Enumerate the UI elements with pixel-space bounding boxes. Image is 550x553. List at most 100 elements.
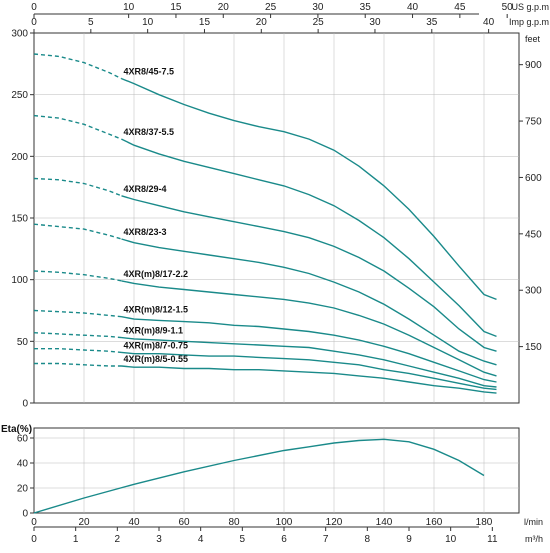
y-right-tick-label: 450: [525, 229, 542, 240]
top-us-unit: US g.p.m: [511, 2, 549, 12]
top-us-tick-label: 25: [265, 2, 277, 13]
x-lmin-tick-label: 120: [326, 517, 343, 528]
y-left-tick-label: 250: [11, 90, 28, 101]
eta-tick-label: 60: [17, 434, 29, 445]
curve-dashed-segment: [33, 223, 122, 240]
x-m3h-tick-label: 9: [406, 534, 412, 545]
y-left-tick-label: 150: [11, 214, 28, 225]
x-m3h-tick-label: 10: [445, 534, 457, 545]
x-m3h-unit: m³/h: [525, 534, 543, 544]
curve-solid-segment: [121, 77, 497, 301]
curve-label: 4XR(m)8/5-0.55: [124, 354, 189, 364]
y-left-tick-label: 50: [17, 337, 29, 348]
top-us-tick-label: 10: [123, 2, 135, 13]
top-imp-unit: Imp g.p.m: [509, 17, 549, 27]
curve-dashed-segment: [34, 362, 122, 367]
curve-label: 4XR8/29-4: [124, 184, 167, 194]
curve-label: 4XR8/37-5.5: [124, 127, 175, 137]
top-imp-tick-label: 10: [142, 17, 154, 28]
head-curve-labels: 4XR8/45-7.5 4XR8/37-5.5 4XR8/29-4 4XR8/23-3…: [124, 67, 189, 364]
curve-label: 4XR8/23-3: [124, 227, 167, 237]
y-right-tick-label: 750: [525, 117, 542, 128]
x-m3h-tick-label: 7: [323, 534, 329, 545]
top-imp-tick-label: 0: [31, 17, 37, 28]
curve-label: 4XR(m)8/9-1.1: [124, 326, 184, 336]
axis-tick-labels: 050100150200250300150300450600750900feet…: [1, 2, 549, 545]
eta-tick-label: 20: [17, 484, 29, 495]
x-m3h-tick-label: 5: [240, 534, 246, 545]
curve-dashed-segment: [33, 270, 122, 282]
head-curves: [33, 53, 497, 394]
x-lmin-tick-label: 80: [228, 517, 240, 528]
top-imp-tick-label: 15: [199, 17, 211, 28]
top-imp-tick-label: 40: [483, 17, 495, 28]
top-us-tick-label: 35: [360, 2, 372, 13]
curve-solid-segment: [121, 238, 497, 366]
eta-axis-title: Eta(%): [1, 424, 32, 435]
y-right-tick-label: 150: [525, 342, 542, 353]
curve-dashed-segment: [33, 53, 122, 80]
x-m3h-tick-label: 6: [281, 534, 287, 545]
eta-tick-label: 0: [22, 509, 28, 520]
efficiency-curve-line: [33, 438, 485, 514]
curve-solid-segment: [121, 316, 497, 383]
top-imp-tick-label: 25: [313, 17, 325, 28]
curve-label: 4XR(m)8/17-2.2: [124, 269, 189, 279]
curve-dashed-segment: [33, 114, 122, 140]
x-lmin-tick-label: 140: [376, 517, 393, 528]
x-lmin-tick-label: 160: [426, 517, 443, 528]
x-lmin-tick-label: 0: [31, 517, 37, 528]
curve-solid-segment: [121, 195, 497, 352]
eta-tick-label: 40: [17, 459, 29, 470]
curve-label: 4XR8/45-7.5: [124, 67, 175, 77]
top-imp-tick-label: 5: [88, 17, 94, 28]
curve-solid-segment: [121, 351, 497, 391]
x-m3h-tick-label: 1: [73, 534, 79, 545]
y-right-tick-label: 600: [525, 173, 542, 184]
curve-solid-segment: [121, 336, 497, 388]
top-us-tick-label: 50: [502, 2, 514, 13]
x-m3h-tick-label: 4: [198, 534, 204, 545]
y-left-tick-label: 100: [11, 275, 28, 286]
top-us-tick-label: 0: [31, 2, 37, 13]
top-us-tick-label: 45: [454, 2, 466, 13]
y-left-tick-label: 300: [11, 29, 28, 40]
curve-dashed-segment: [33, 309, 122, 318]
y-left-tick-label: 0: [22, 399, 28, 410]
efficiency-chart-frame: [33, 427, 520, 514]
efficiency-chart-grid: [33, 427, 520, 514]
x-lmin-tick-label: 180: [476, 517, 493, 528]
top-us-tick-label: 30: [312, 2, 324, 13]
top-imp-tick-label: 20: [256, 17, 268, 28]
x-m3h-tick-label: 0: [31, 534, 37, 545]
curve-label: 4XR(m)8/7-0.75: [124, 340, 189, 350]
top-imp-tick-label: 35: [426, 17, 438, 28]
curve-solid-segment: [121, 138, 497, 338]
x-lmin-tick-label: 100: [276, 517, 293, 528]
curve-dashed-segment: [33, 177, 122, 197]
y-right-unit: feet: [525, 34, 541, 44]
x-m3h-tick-label: 2: [115, 534, 121, 545]
x-lmin-tick-label: 20: [78, 517, 90, 528]
curve-dashed-segment: [33, 332, 122, 339]
x-m3h-tick-label: 8: [365, 534, 371, 545]
y-right-tick-label: 900: [525, 60, 542, 71]
top-us-tick-label: 20: [218, 2, 230, 13]
y-right-tick-label: 300: [525, 286, 542, 297]
head-chart-grid: [33, 32, 520, 404]
curve-solid-segment: [121, 365, 497, 394]
top-us-tick-label: 40: [407, 2, 419, 13]
efficiency-curve: [33, 438, 485, 514]
x-m3h-tick-label: 3: [156, 534, 162, 545]
curve-solid-segment: [121, 280, 497, 377]
x-lmin-unit: l/min: [524, 517, 543, 527]
top-us-tick-label: 15: [170, 2, 182, 13]
top-imp-tick-label: 30: [369, 17, 381, 28]
x-lmin-tick-label: 60: [178, 517, 190, 528]
curve-label: 4XR(m)8/12-1.5: [124, 305, 189, 315]
y-left-tick-label: 200: [11, 152, 28, 163]
curve-dashed-segment: [34, 348, 122, 354]
x-m3h-tick-label: 11: [487, 534, 498, 545]
x-lmin-tick-label: 40: [128, 517, 140, 528]
